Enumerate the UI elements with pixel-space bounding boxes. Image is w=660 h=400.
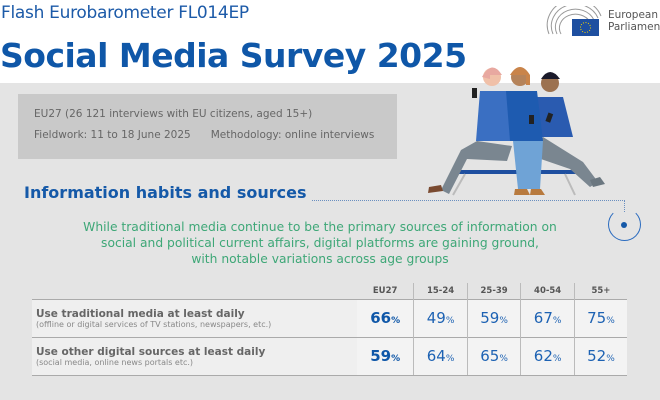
fieldwork-info: Fieldwork: 11 to 18 June 2025 xyxy=(34,129,191,141)
row-label: Use traditional media at least daily xyxy=(36,307,245,320)
methodology-info: Methodology: online interviews xyxy=(210,129,375,141)
percent-sign: % xyxy=(445,316,455,326)
column-header: 15-24 xyxy=(413,283,468,299)
column-header: 25-39 xyxy=(466,283,521,299)
row-sublabel: (social media, online news portals etc.) xyxy=(36,357,194,367)
value: 62 xyxy=(533,347,553,365)
section-title: Information habits and sources xyxy=(24,183,307,202)
table-row: Use traditional media at least daily (off… xyxy=(32,298,627,337)
supertitle: Flash Eurobarometer FL014EP xyxy=(1,3,249,23)
european-parliament-logo: European Parliament xyxy=(546,6,660,36)
logo-line1: European xyxy=(608,9,659,21)
target-circle-icon xyxy=(608,208,641,241)
column-header: EU27 xyxy=(372,285,398,296)
value-cell: 62% xyxy=(520,336,575,376)
value-cell: 52% xyxy=(573,336,627,376)
value-cell: 65% xyxy=(466,336,521,376)
percent-sign: % xyxy=(391,316,401,326)
value: 75 xyxy=(587,309,607,327)
lead-line: While traditional media continue to be t… xyxy=(83,220,557,234)
value-cell: 64% xyxy=(413,336,468,376)
percent-sign: % xyxy=(499,354,508,364)
column-header: 55+ xyxy=(573,283,627,299)
row-label: Use other digital sources at least daily xyxy=(36,345,266,358)
logo-line2: Parliament xyxy=(608,21,660,33)
lead-text: While traditional media continue to be t… xyxy=(60,219,580,267)
dotted-connector xyxy=(312,200,625,212)
value: 64 xyxy=(426,347,446,365)
table-row: Use other digital sources at least daily… xyxy=(32,336,627,376)
value: 66 xyxy=(370,309,392,327)
value-cell: 49% xyxy=(413,298,468,337)
percent-sign: % xyxy=(391,354,401,364)
survey-info-box: EU27 (26 121 interviews with EU citizens… xyxy=(18,94,397,159)
value: 67 xyxy=(533,309,553,327)
value-cell: 59% xyxy=(357,336,414,376)
sample-info: EU27 (26 121 interviews with EU citizens… xyxy=(34,108,313,120)
percent-sign: % xyxy=(445,354,455,364)
value-cell: 75% xyxy=(573,298,627,337)
value: 49 xyxy=(426,309,446,327)
people-with-phones-illustration xyxy=(428,67,605,196)
page-title: Social Media Survey 2025 xyxy=(0,36,467,75)
hemicycle-icon xyxy=(546,6,602,36)
value-cell: 66% xyxy=(357,298,414,337)
results-table: EU27 15-24 25-39 40-54 55+ Use tradition… xyxy=(32,283,627,376)
value-cell: 59% xyxy=(466,298,521,337)
lead-line: with notable variations across age group… xyxy=(191,252,449,266)
percent-sign: % xyxy=(606,354,615,364)
percent-sign: % xyxy=(606,316,615,326)
value: 65 xyxy=(480,347,500,365)
value: 59 xyxy=(480,309,500,327)
value: 59 xyxy=(370,347,392,365)
value: 52 xyxy=(587,347,607,365)
percent-sign: % xyxy=(552,354,562,364)
value-cell: 67% xyxy=(520,298,575,337)
percent-sign: % xyxy=(499,316,508,326)
percent-sign: % xyxy=(552,316,562,326)
column-header: 40-54 xyxy=(520,283,575,299)
lead-line: social and political current affairs, di… xyxy=(101,236,539,250)
row-sublabel: (offline or digital services of TV stati… xyxy=(36,319,272,329)
